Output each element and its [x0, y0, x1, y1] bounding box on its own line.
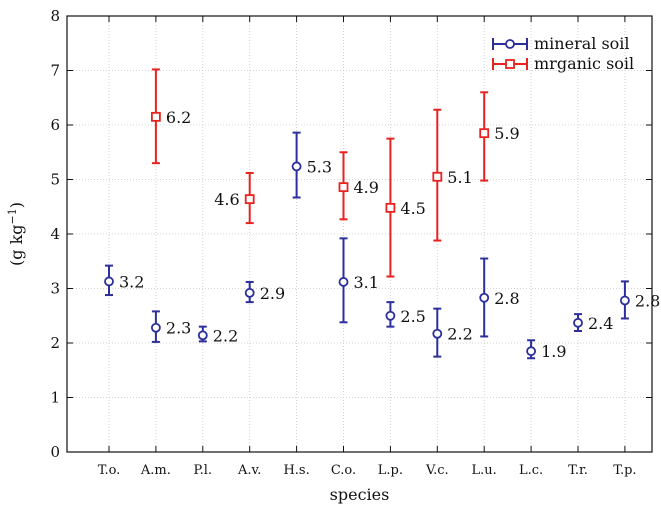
data-point: 4.6 — [214, 173, 253, 223]
data-point: 3.2 — [105, 266, 144, 295]
data-point: 5.9 — [480, 92, 519, 180]
x-tick-label: H.s. — [283, 463, 309, 478]
marker-circle — [527, 347, 535, 355]
y-axis: 0 1 2 3 4 5 6 7 8 — [50, 7, 652, 461]
marker-square — [246, 195, 254, 203]
data-point: 5.3 — [293, 133, 332, 198]
data-point: 6.2 — [152, 69, 191, 163]
y-tick-label: 2 — [50, 334, 60, 352]
marker-square — [433, 173, 441, 181]
data-label: 3.1 — [354, 273, 379, 292]
data-label: 2.8 — [494, 289, 519, 308]
x-tick-label: T.r. — [568, 463, 588, 478]
data-label: 5.3 — [307, 157, 332, 176]
legend-marker-circle — [506, 40, 514, 48]
x-tick-label: T.p. — [613, 463, 636, 478]
data-point: 1.9 — [527, 340, 566, 361]
data-point: 2.8 — [480, 259, 519, 337]
marker-circle — [386, 312, 394, 320]
data-label: 2.9 — [260, 284, 285, 303]
data-label: 4.5 — [400, 199, 425, 218]
series-mineral-soil: 3.2 2.3 2.2 2.9 5.3 3.1 2.5 2.2 2.8 1.9 2.4 2.8 — [105, 133, 660, 362]
y-axis-label-main: (g kg — [7, 224, 26, 266]
data-label: 2.3 — [166, 319, 191, 338]
marker-circle — [574, 319, 582, 327]
y-tick-label: 1 — [50, 389, 60, 407]
y-axis-label-superscript: −1 — [6, 208, 19, 224]
data-label: 4.6 — [214, 190, 239, 209]
data-label: 2.2 — [447, 325, 472, 344]
y-tick-label: 5 — [50, 171, 60, 189]
marker-square — [386, 204, 394, 212]
legend-label: mrganic soil — [534, 54, 634, 73]
data-point: 2.2 — [433, 309, 472, 357]
data-point: 2.8 — [621, 281, 660, 318]
marker-square — [340, 183, 348, 191]
data-point: 2.4 — [574, 314, 613, 333]
x-tick-label: L.p. — [378, 463, 403, 478]
x-tick-label: T.o. — [98, 463, 121, 478]
y-tick-label: 8 — [50, 7, 60, 25]
data-point: 2.5 — [386, 302, 425, 327]
y-tick-label: 3 — [50, 280, 60, 298]
y-tick-label: 6 — [50, 116, 60, 134]
data-label: 3.2 — [119, 272, 144, 291]
x-tick-label: V.c. — [425, 463, 449, 478]
series-organic-soil: 6.2 4.6 4.9 4.5 5.1 5.9 — [152, 69, 520, 276]
data-label: 2.4 — [588, 314, 613, 333]
legend-marker-square — [506, 60, 514, 68]
marker-circle — [199, 331, 207, 339]
marker-circle — [152, 324, 160, 332]
data-point: 4.5 — [386, 139, 425, 277]
data-label: 6.2 — [166, 108, 191, 127]
marker-circle — [621, 296, 629, 304]
marker-circle — [293, 162, 301, 170]
data-label: 2.8 — [635, 291, 660, 310]
marker-square — [152, 113, 160, 121]
x-tick-label: L.u. — [472, 463, 497, 478]
marker-square — [480, 129, 488, 137]
data-label: 5.9 — [494, 124, 519, 143]
data-point: 2.2 — [199, 326, 238, 345]
data-label: 4.9 — [354, 178, 379, 197]
data-label: 2.5 — [400, 307, 425, 326]
data-label: 5.1 — [447, 168, 472, 187]
x-tick-label: C.o. — [331, 463, 356, 478]
marker-circle — [105, 277, 113, 285]
data-point: 2.9 — [246, 282, 285, 303]
y-axis-label-close: ) — [7, 202, 26, 208]
series: 3.2 2.3 2.2 2.9 5.3 3.1 2.5 2.2 2.8 1.9 2.4 2.8 6.2 4… — [105, 69, 660, 361]
x-tick-label: L.c. — [519, 463, 543, 478]
y-tick-label: 4 — [50, 225, 60, 243]
y-axis-label: (g kg−1) — [6, 202, 27, 266]
data-point: 3.1 — [340, 238, 379, 322]
data-label: 1.9 — [541, 342, 566, 361]
x-tick-label: P.l. — [194, 463, 213, 478]
marker-circle — [433, 330, 441, 338]
legend-item: mineral soil — [493, 34, 630, 53]
data-point: 5.1 — [433, 110, 472, 241]
legend-label: mineral soil — [534, 34, 630, 53]
x-axis: T.o. A.m. P.l. A.v. H.s. C.o. L.p. V.c. L.u. L.c.… — [98, 16, 637, 478]
x-tick-label: A.v. — [237, 463, 261, 478]
grid — [67, 16, 652, 452]
data-point: 4.9 — [340, 152, 379, 219]
x-axis-label: species — [330, 485, 390, 504]
x-tick-label: A.m. — [140, 463, 171, 478]
data-label: 2.2 — [213, 326, 238, 345]
marker-circle — [246, 289, 254, 297]
y-tick-label: 7 — [50, 62, 60, 80]
marker-circle — [340, 278, 348, 286]
y-tick-label: 0 — [50, 443, 60, 461]
data-point: 2.3 — [152, 311, 191, 342]
marker-circle — [480, 294, 488, 302]
